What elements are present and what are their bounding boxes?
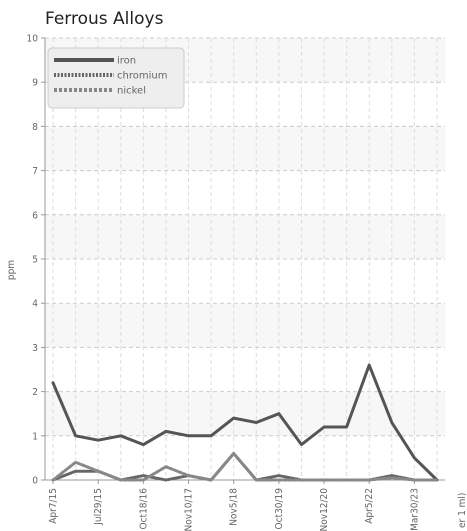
y-tick-label: 8 [32,122,38,133]
series-line-iron [51,363,439,482]
y-tick-label: 5 [32,255,38,266]
plot-band [45,435,445,480]
x-tick-label: Nov12/20 [319,488,330,531]
legend-label-nickel: nickel [117,86,146,97]
legend-box [47,47,185,109]
y-tick-labels: 0 1 2 3 4 5 6 7 8 9 10 [27,34,39,487]
x-tick-label: Apr7/15 [48,488,59,524]
x-tick-label: Nov5/18 [229,488,240,526]
y-axis-label: ppm [6,260,17,280]
legend-label-iron: iron [117,56,136,67]
x-tick-label: Oct30/19 [274,488,285,530]
plot-band [45,347,445,392]
y-tick-label: 0 [32,476,38,487]
y-tick-label: 1 [32,431,38,442]
plot-band [45,303,445,348]
y-tick-label: 7 [32,166,38,177]
plot-band [45,214,445,259]
chart-title: Ferrous Alloys [45,9,164,29]
y-tick-label: 9 [32,78,38,89]
x-tick-label: Apr5/22 [364,488,375,524]
series-lines [51,363,439,482]
x-axis-label-partial: er 1 ml) [457,493,467,528]
y-tick-label: 3 [32,343,38,354]
y-tick-label: 4 [32,299,38,310]
y-tick-label: 2 [32,387,38,398]
legend-label-chromium: chromium [117,71,167,82]
series-line-nickel [51,452,439,482]
x-tick-label: Oct18/16 [138,488,149,530]
x-tick-label: Mar30/23 [409,488,420,531]
x-tick-label: Nov10/17 [184,488,195,531]
plot-band [45,126,445,171]
x-tick-label: Jul29/15 [93,488,104,526]
plot-band [45,170,445,215]
x-tick-labels: Apr7/15 Jul29/15 Oct18/16 Nov10/17 Nov5/18 Oc… [48,488,420,531]
y-tick-label: 10 [27,34,39,45]
y-tick-label: 6 [32,210,38,221]
plot-band [45,391,445,436]
plot-band [45,259,445,304]
legend: iron chromium nickel [47,47,185,109]
plot-area [45,38,445,480]
